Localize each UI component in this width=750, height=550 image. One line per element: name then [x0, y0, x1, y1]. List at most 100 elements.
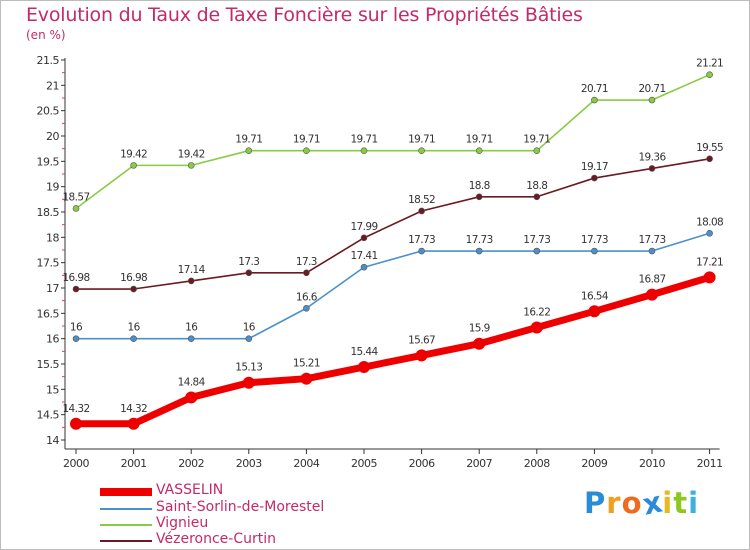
- data-label: 18.08: [696, 216, 723, 228]
- data-label: 19.71: [235, 134, 262, 146]
- logo-letter: P: [584, 486, 607, 520]
- data-label: 16: [70, 322, 83, 334]
- logo-letter: t: [673, 486, 689, 520]
- data-point: [706, 71, 713, 78]
- y-tick-label: 18: [46, 231, 59, 244]
- y-tick-label: 16: [46, 333, 59, 346]
- data-label: 19.36: [638, 151, 666, 163]
- x-tick-label: 2008: [524, 457, 550, 470]
- y-tick-label: 15: [46, 383, 59, 396]
- y-tick-label: 19: [46, 181, 59, 194]
- data-label: 19.71: [523, 134, 550, 146]
- data-point: [245, 335, 253, 342]
- data-point: [303, 269, 310, 277]
- x-tick-label: 2009: [581, 457, 607, 470]
- data-point: [530, 321, 543, 334]
- data-label: 19.71: [350, 134, 377, 146]
- data-label: 20.71: [638, 83, 665, 95]
- data-label: 14.32: [120, 403, 147, 415]
- data-point: [187, 162, 195, 169]
- data-point: [588, 305, 601, 318]
- data-point: [703, 271, 716, 284]
- data-point: [127, 417, 140, 430]
- data-point: [646, 288, 658, 301]
- logo-letter: r: [606, 486, 622, 520]
- legend-label: VASSELIN: [156, 482, 224, 498]
- data-label: 19.42: [178, 148, 205, 160]
- y-tick-label: 21.5: [37, 54, 60, 67]
- data-label: 17.3: [238, 256, 259, 268]
- data-label: 16: [185, 322, 198, 334]
- chart-title: Evolution du Taux de Taxe Foncière sur l…: [26, 4, 583, 26]
- data-point: [72, 285, 80, 293]
- y-tick-label: 19.5: [37, 155, 60, 168]
- data-label: 16.98: [62, 272, 89, 284]
- data-label: 16: [243, 322, 256, 334]
- data-point: [187, 335, 195, 342]
- data-point: [358, 361, 370, 374]
- y-tick-label: 21: [46, 79, 59, 92]
- legend-item: Vézeronce-Curtin: [100, 531, 400, 549]
- data-point: [475, 147, 483, 154]
- data-label: 19.71: [293, 134, 320, 146]
- data-label: 15.13: [235, 362, 262, 374]
- legend-swatch: [100, 488, 152, 496]
- data-label: 21.21: [696, 58, 723, 70]
- data-point: [130, 285, 137, 293]
- chart-unit: (en %): [26, 28, 66, 42]
- data-point: [360, 234, 368, 242]
- y-tick-label: 15.5: [37, 358, 60, 371]
- legend-swatch: [100, 508, 152, 510]
- data-point: [185, 391, 198, 404]
- legend-label: Vignieu: [156, 515, 209, 531]
- data-point: [360, 263, 368, 271]
- x-tick-label: 2010: [639, 457, 665, 470]
- data-point: [300, 372, 313, 385]
- data-point: [245, 269, 253, 277]
- series-line: [72, 273, 714, 428]
- data-point: [533, 147, 541, 154]
- data-label: 16.54: [581, 290, 609, 302]
- data-point: [245, 147, 253, 154]
- x-tick-label: 2006: [409, 457, 435, 470]
- data-point: [70, 417, 82, 430]
- x-tick-label: 2011: [697, 457, 723, 470]
- data-label: 17.3: [296, 256, 317, 268]
- data-label: 19.17: [581, 161, 608, 173]
- data-label: 18.8: [469, 180, 490, 192]
- data-label: 15.44: [350, 346, 378, 358]
- proxiti-logo: Proxiti: [584, 484, 699, 521]
- data-label: 19.71: [408, 134, 435, 146]
- legend-item: Vignieu: [100, 515, 400, 533]
- x-tick-label: 2004: [293, 457, 319, 470]
- data-label: 17.73: [408, 234, 435, 246]
- data-label: 16.98: [120, 272, 147, 284]
- y-tick-label: 14.5: [37, 409, 60, 422]
- data-point: [418, 247, 425, 255]
- legend-swatch: [100, 540, 152, 542]
- x-tick-label: 2007: [466, 457, 492, 470]
- data-point: [475, 193, 483, 201]
- data-label: 17.73: [581, 234, 608, 246]
- y-tick-label: 20: [46, 130, 59, 143]
- data-point: [72, 205, 80, 212]
- y-tick-label: 14: [46, 434, 59, 447]
- data-point: [242, 376, 255, 389]
- y-tick-label: 17.5: [37, 257, 60, 270]
- data-point: [418, 207, 425, 215]
- data-label: 16: [128, 322, 141, 334]
- data-label: 19.71: [466, 134, 493, 146]
- data-label: 18.8: [526, 180, 547, 192]
- data-label: 17.99: [350, 221, 377, 233]
- y-tick-label: 20.5: [37, 105, 60, 118]
- x-tick-label: 2000: [63, 457, 89, 470]
- data-point: [360, 147, 368, 154]
- x-tick-label: 2005: [351, 457, 377, 470]
- data-label: 17.73: [466, 234, 493, 246]
- legend-swatch: [100, 524, 152, 526]
- data-label: 18.57: [62, 191, 89, 203]
- data-label: 20.71: [581, 83, 608, 95]
- data-label: 17.21: [696, 256, 723, 268]
